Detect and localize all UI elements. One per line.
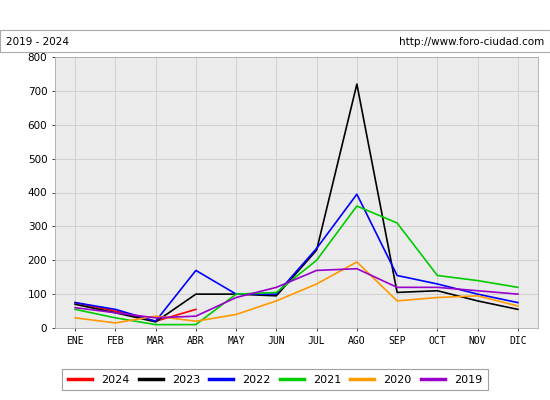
Legend: 2024, 2023, 2022, 2021, 2020, 2019: 2024, 2023, 2022, 2021, 2020, 2019 — [62, 369, 488, 390]
Text: 2019 - 2024: 2019 - 2024 — [6, 37, 69, 47]
Text: http://www.foro-ciudad.com: http://www.foro-ciudad.com — [399, 37, 544, 47]
Text: Evolucion Nº Turistas Nacionales en el municipio de Adobes: Evolucion Nº Turistas Nacionales en el m… — [76, 8, 474, 22]
